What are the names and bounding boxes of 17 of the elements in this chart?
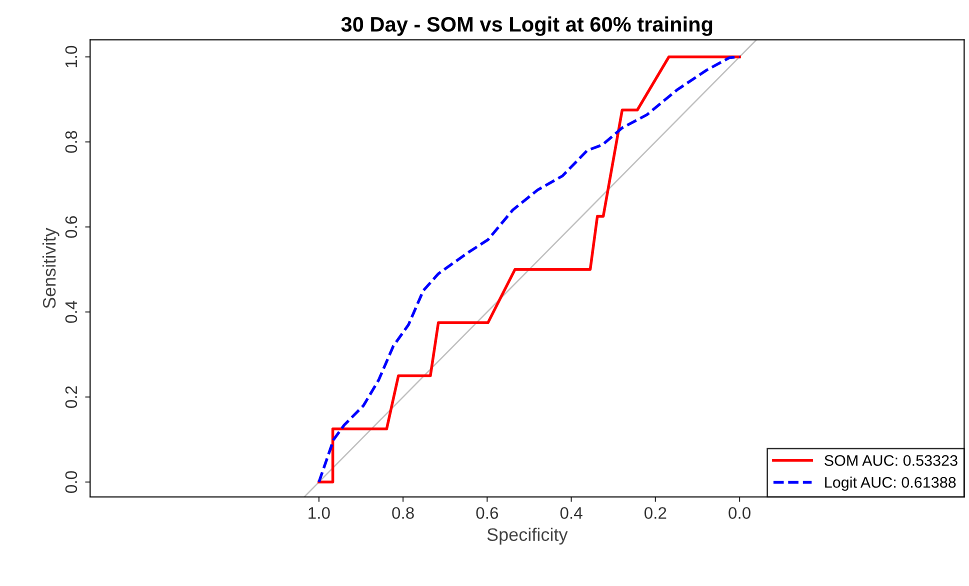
legend-label: SOM AUC: 0.53323 [824,455,958,466]
x-tick-label: 0.4 [560,507,582,519]
x-tick-label: 1.0 [308,507,330,519]
x-axis-title: Specificity [487,528,568,545]
chart-title: 30 Day - SOM vs Logit at 60% training [341,16,712,36]
y-axis-title: Sensitivity [42,228,60,308]
y-tick-label: 1.0 [65,46,78,68]
legend-label: Logit AUC: 0.61388 [825,476,956,491]
y-tick-label: 0.4 [65,300,78,323]
x-tick-label: 0.8 [392,507,414,519]
x-tick-label: 0.0 [728,507,750,519]
y-tick-label: 0.0 [65,471,78,493]
x-tick-label: 0.6 [476,507,498,519]
y-tick-label: 0.6 [65,216,78,238]
y-tick-label: 0.8 [65,131,78,153]
y-tick-label: 0.2 [65,386,78,408]
x-tick-label: 0.2 [644,507,666,519]
